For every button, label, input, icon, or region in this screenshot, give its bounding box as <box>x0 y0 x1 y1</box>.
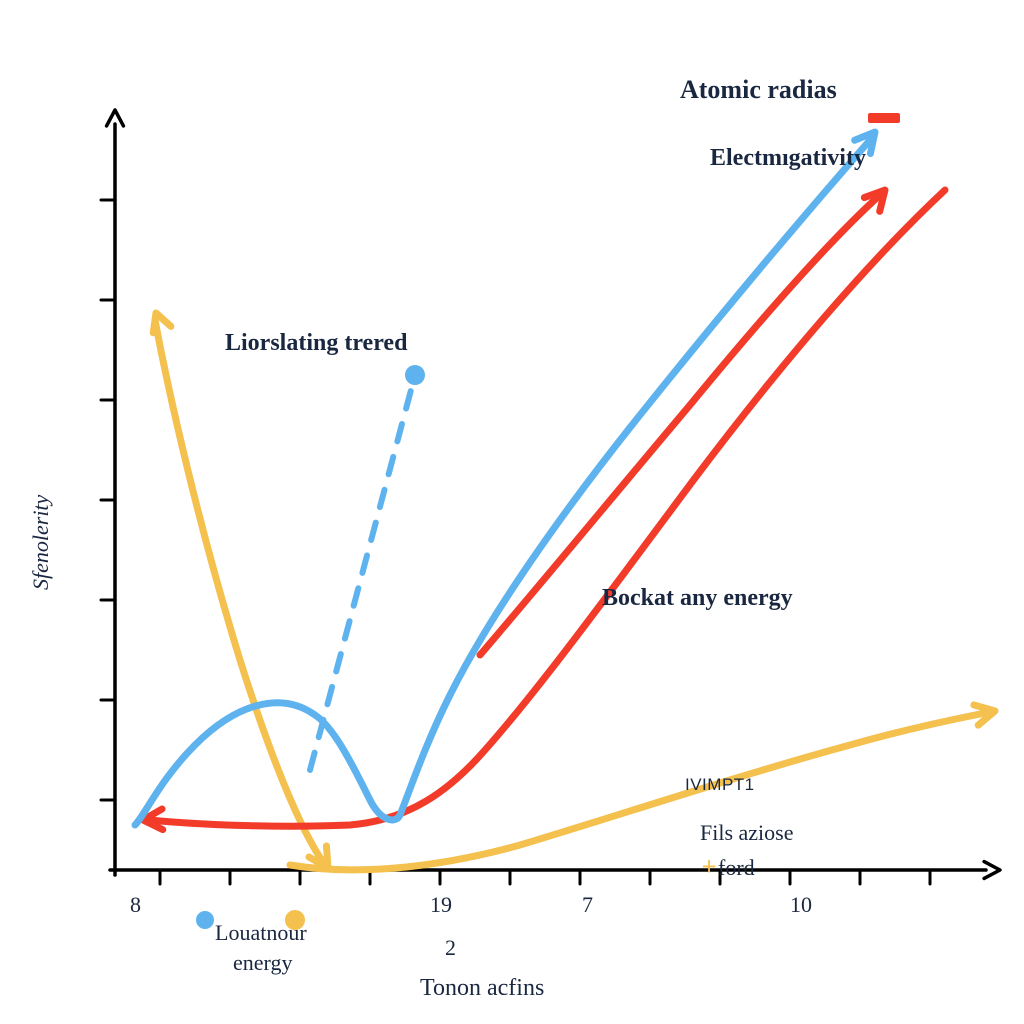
annotation-liorslating: Liorslating trered <box>225 330 407 357</box>
annotation-fils: Fils aziose <box>700 820 794 846</box>
x-tick-label-1: 19 <box>430 892 452 918</box>
y-axis-title: Sfenolerity <box>28 495 54 590</box>
legend-louatnour: Louatnour <box>215 920 307 946</box>
annotation-ford-text: ford <box>718 855 755 880</box>
legend-electronegativity: Electmıgativity <box>710 145 866 172</box>
annotation-ford: +ford <box>700 852 755 882</box>
legend-energy: energy <box>233 950 292 976</box>
chart-container: Sfenolerity Tonon acfins 2 Liorslating t… <box>0 0 1024 1024</box>
x-tick-label-0: 8 <box>130 892 141 918</box>
chart-svg <box>0 0 1024 1024</box>
legend-atomic-radias: Atomic radias <box>680 75 837 105</box>
annotation-ivimpt: IVIMPT1 <box>685 775 755 795</box>
plus-icon: + <box>700 852 718 882</box>
annotation-bockat: Bockat any energy <box>602 585 793 612</box>
x-tick-label-2: 7 <box>582 892 593 918</box>
x-tick-secondary: 2 <box>445 935 456 961</box>
x-axis-title: Tonon acfins <box>420 975 544 1002</box>
x-tick-label-3: 10 <box>790 892 812 918</box>
